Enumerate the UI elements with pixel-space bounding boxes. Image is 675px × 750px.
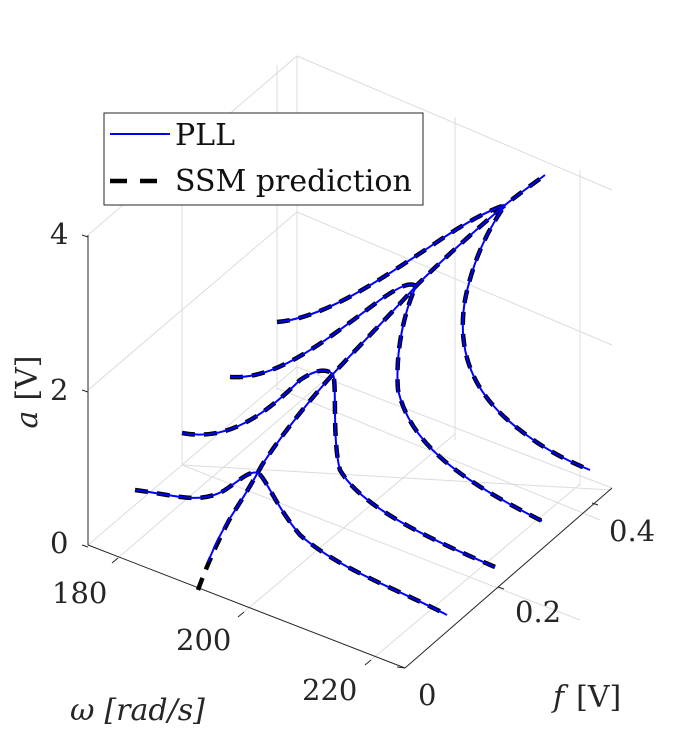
y-axis-ticks: 0 0.2 0.4 — [418, 514, 655, 712]
z-tick-0: 0 — [50, 526, 68, 560]
y-axis-label: f [V] — [551, 680, 621, 715]
z-tick-2: 2 — [50, 373, 68, 407]
z-label-unit: [V] — [10, 356, 45, 401]
x-tick-200: 200 — [176, 623, 231, 657]
axes-lines — [81, 234, 613, 669]
z-axis-ticks: 4 2 0 — [50, 217, 68, 560]
x-label-unit: [rad/s] — [104, 693, 205, 728]
legend-item-pll: PLL — [110, 118, 235, 153]
legend-label-ssm: SSM prediction — [175, 164, 412, 199]
y-tick-0.2: 0.2 — [515, 595, 561, 629]
y-label-symbol: f — [551, 680, 569, 715]
svg-text:a[V]: a [V] — [10, 356, 45, 429]
y-tick-0.4: 0.4 — [609, 514, 655, 548]
ssm-prediction-curves — [134, 173, 591, 617]
x-tick-180: 180 — [52, 576, 107, 610]
legend-box — [103, 112, 424, 206]
legend-label-pll: PLL — [175, 118, 235, 153]
legend-item-ssm: SSM prediction — [110, 164, 412, 199]
x-label-symbol: ω — [70, 693, 94, 728]
z-axis-label: a [V] — [10, 356, 45, 429]
legend: PLL SSM prediction — [103, 112, 424, 206]
y-tick-0: 0 — [418, 678, 436, 712]
x-axis-ticks: 180 200 220 — [52, 576, 357, 707]
z-label-symbol: a — [10, 411, 45, 429]
x-axis-label: ω [rad/s] — [70, 693, 205, 728]
z-tick-4: 4 — [50, 217, 68, 251]
x-tick-220: 220 — [302, 673, 357, 707]
pll-curves — [134, 174, 591, 616]
y-label-unit: [V] — [576, 680, 621, 715]
